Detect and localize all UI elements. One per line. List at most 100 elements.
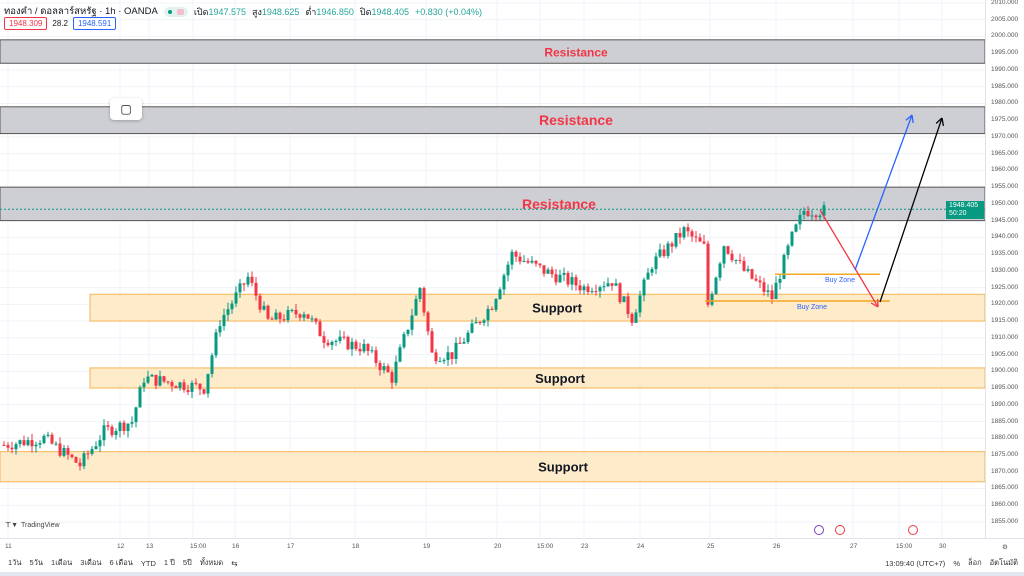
symbol-header: ทองคำ / ดอลลาร์สหรัฐ · 1h · OANDA เปิด19…: [4, 4, 482, 19]
candle: [378, 362, 382, 371]
range-all[interactable]: ทั้งหมด: [199, 558, 224, 567]
candle: [802, 210, 806, 215]
time-tick: 25: [707, 543, 715, 550]
candle: [318, 321, 322, 337]
settings-gear-icon[interactable]: ⚙: [1002, 544, 1008, 551]
time-tick: 15:00: [896, 543, 913, 550]
candle: [62, 447, 66, 456]
candle: [654, 256, 658, 270]
candle: [330, 341, 334, 346]
support-zone: [0, 451, 985, 483]
range-1m[interactable]: 1เดือน: [51, 558, 73, 567]
candle: [670, 243, 674, 247]
candle: [710, 293, 714, 305]
price-tick: 1955.000: [991, 183, 1019, 191]
candle: [574, 277, 578, 286]
candle: [566, 272, 570, 285]
price-tick: 1910.000: [991, 333, 1019, 341]
price-tick: 1880.000: [991, 434, 1019, 442]
candle: [586, 286, 590, 293]
range-5y[interactable]: 5ปี: [182, 558, 192, 567]
time-tick: 18: [352, 543, 360, 550]
candle: [470, 323, 474, 333]
sell-button[interactable]: 1948.309: [4, 17, 48, 30]
candle: [250, 276, 254, 283]
time-tick: 24: [637, 543, 645, 550]
date-range-icon[interactable]: ⇆: [231, 558, 238, 568]
candle: [86, 453, 90, 455]
price-axis[interactable]: 2010.000 2005.000 2000.000 1995.000 1990.000…: [985, 0, 1024, 538]
candle: [322, 336, 326, 343]
candle: [698, 237, 702, 242]
candle: [634, 312, 638, 323]
range-6m[interactable]: 6 เดือน: [109, 558, 133, 567]
candle: [390, 372, 394, 383]
candle: [498, 289, 502, 300]
event-icon: [814, 525, 824, 535]
open-value: 1947.575: [208, 6, 246, 17]
auto-toggle[interactable]: อัตโนมัติ: [989, 558, 1018, 567]
range-ytd[interactable]: YTD: [140, 558, 156, 568]
buy-button[interactable]: 1948.591: [72, 17, 117, 30]
candle: [414, 298, 418, 316]
time-tick: 16: [232, 543, 240, 550]
candle: [506, 264, 510, 276]
candle: [638, 295, 642, 313]
market-status-icon: [163, 6, 188, 17]
percent-toggle[interactable]: %: [953, 558, 960, 568]
candle: [54, 443, 58, 445]
zone-label: Support: [532, 301, 582, 316]
candle: [386, 366, 390, 373]
rectangle-tool-icon[interactable]: ▢: [110, 98, 142, 120]
candle: [442, 360, 446, 362]
price-tick: 2000.000: [991, 32, 1019, 40]
candle: [482, 320, 486, 323]
candle: [218, 326, 222, 333]
candle: [154, 374, 158, 386]
candle: [794, 224, 798, 232]
price-tick: 1895.000: [991, 384, 1019, 392]
candle: [206, 373, 210, 394]
price-tick: 1940.000: [991, 233, 1019, 241]
candle: [430, 331, 434, 353]
symbol-title[interactable]: ทองคำ / ดอลลาร์สหรัฐ · 1h · OANDA: [4, 6, 158, 17]
range-3m[interactable]: 3เดือน: [80, 558, 102, 567]
candle: [550, 269, 554, 275]
candle: [758, 280, 762, 283]
candle: [610, 283, 614, 286]
range-5d[interactable]: 5วัน: [29, 558, 44, 567]
candle: [210, 355, 214, 374]
candle: [354, 341, 358, 349]
candle: [18, 440, 22, 445]
candle: [78, 462, 82, 467]
candle: [502, 275, 506, 290]
zone-label: Resistance: [544, 46, 608, 60]
candle: [158, 376, 162, 386]
candle: [686, 227, 690, 232]
bar-countdown: 50:20: [949, 210, 967, 217]
time-axis[interactable]: 11 12 13 15:00 16 17 18 19 20 15:00 23 24 25 26 27 15:0…: [0, 538, 1024, 554]
price-tick: 1870.000: [991, 467, 1019, 475]
candle: [642, 279, 646, 296]
log-toggle[interactable]: ล็อก: [967, 558, 982, 567]
candle: [538, 263, 542, 266]
candle: [514, 251, 518, 257]
candle: [170, 382, 174, 387]
time-tick: 11: [5, 543, 12, 550]
price-tick: 1970.000: [991, 132, 1019, 140]
candle: [398, 347, 402, 362]
resistance-zone: [0, 39, 985, 64]
candle: [746, 269, 750, 271]
open-label: เปิด: [193, 6, 209, 17]
candle: [494, 299, 498, 310]
candle: [102, 425, 106, 441]
candle: [98, 440, 102, 447]
close-label: ปิด: [359, 6, 372, 17]
clock-time[interactable]: 13:09:40 (UTC+7): [885, 558, 946, 568]
price-tick: 1960.000: [991, 166, 1019, 174]
range-1d[interactable]: 1วัน: [8, 558, 22, 567]
candle: [306, 314, 310, 319]
price-chart[interactable]: Resistance Resistance Resistance Support Sup…: [0, 0, 985, 538]
range-1y[interactable]: 1 ปี: [163, 558, 175, 567]
price-tick: 1885.000: [991, 417, 1019, 425]
